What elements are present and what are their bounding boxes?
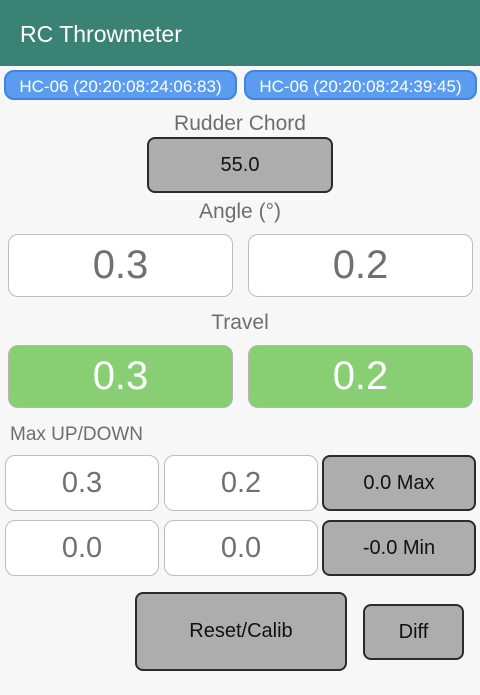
- min-button[interactable]: -0.0 Min: [322, 520, 476, 576]
- device-button-1[interactable]: HC-06 (20:20:08:24:06:83): [4, 70, 237, 100]
- angle-label: Angle (°): [199, 200, 281, 223]
- app-title: RC Throwmeter: [20, 21, 182, 47]
- device-button-2[interactable]: HC-06 (20:20:08:24:39:45): [244, 70, 477, 100]
- angle-left-value: 0.3: [8, 234, 233, 297]
- max-button[interactable]: 0.0 Max: [322, 455, 476, 511]
- max-left-value: 0.3: [5, 455, 159, 511]
- rudder-chord-label: Rudder Chord: [174, 112, 306, 135]
- diff-button[interactable]: Diff: [363, 604, 464, 660]
- min-left-value: 0.0: [5, 520, 159, 576]
- travel-right-value: 0.2: [248, 345, 473, 408]
- rudder-chord-input[interactable]: 55.0: [147, 137, 333, 193]
- angle-right-value: 0.2: [248, 234, 473, 297]
- max-updown-label: Max UP/DOWN: [10, 424, 143, 445]
- min-right-value: 0.0: [164, 520, 318, 576]
- reset-calib-button[interactable]: Reset/Calib: [135, 592, 347, 671]
- travel-label: Travel: [211, 311, 269, 334]
- max-right-value: 0.2: [164, 455, 318, 511]
- travel-left-value: 0.3: [8, 345, 233, 408]
- app-bar: RC Throwmeter: [0, 0, 480, 66]
